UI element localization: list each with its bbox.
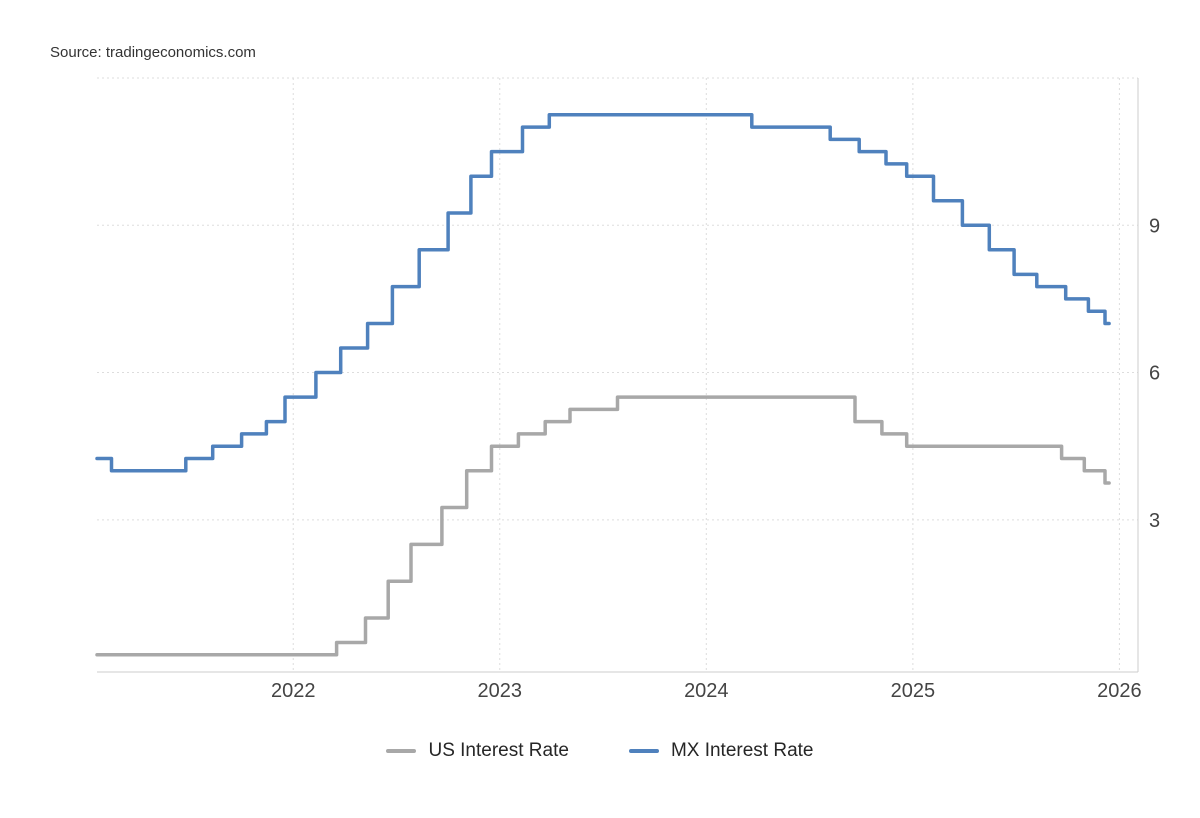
legend-item-us-interest-rate[interactable]: US Interest Rate [386,740,569,762]
legend-item-mx-interest-rate[interactable]: MX Interest Rate [628,740,814,762]
series-line-us-interest-rate [95,395,1111,657]
series-line-mx-interest-rate [95,113,1111,473]
legend-label-mx: MX Interest Rate [670,740,814,761]
mx-line-swatch-icon [628,749,659,753]
x-tick-label: 2023 [478,680,523,702]
x-tick-label: 2025 [891,680,936,702]
us-line-swatch-icon [386,749,417,753]
y-tick-label: 6 [1149,363,1160,385]
x-tick-label: 2024 [684,680,729,702]
x-tick-label: 2026 [1097,680,1142,702]
source-label: Source: tradingeconomics.com [50,44,256,61]
y-tick-label: 3 [1149,510,1160,532]
y-tick-label: 9 [1149,215,1160,237]
x-tick-label: 2022 [271,680,316,702]
legend: US Interest Rate MX Interest Rate [0,740,1200,762]
legend-label-us: US Interest Rate [428,740,569,761]
